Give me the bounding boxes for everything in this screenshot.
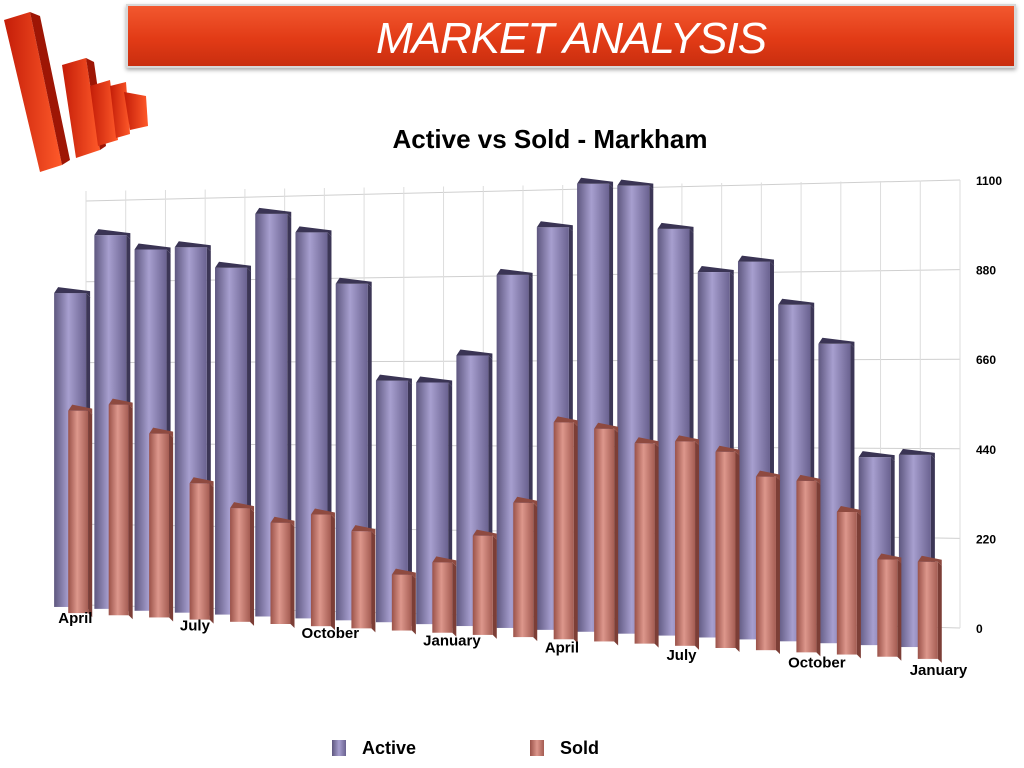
sold-bar <box>513 496 538 642</box>
x-tick-label: January <box>910 662 968 679</box>
chart-title: Active vs Sold - Markham <box>392 124 708 154</box>
sold-bar <box>715 445 740 652</box>
sold-bar <box>351 525 376 633</box>
banner-title: MARKET ANALYSIS <box>375 14 767 63</box>
sold-bar <box>675 435 700 650</box>
sold-bar <box>836 505 861 659</box>
y-tick-label: 880 <box>976 264 996 278</box>
bars <box>54 177 942 663</box>
sold-bar <box>553 416 578 644</box>
y-tick-label: 220 <box>976 532 996 546</box>
sold-bar <box>877 553 902 661</box>
y-tick-label: 1100 <box>976 174 1002 188</box>
legend-swatch-active <box>332 740 346 756</box>
legend-label-active: Active <box>362 738 417 758</box>
y-tick-label: 660 <box>976 353 996 367</box>
x-tick-label: January <box>423 632 481 649</box>
x-tick-label: April <box>58 610 92 627</box>
x-tick-label: October <box>788 654 846 671</box>
sold-bar <box>68 404 93 618</box>
x-tick-label: April <box>545 640 579 657</box>
sold-bar <box>917 555 942 663</box>
bar-chart-logo-icon <box>4 12 148 172</box>
sold-bar <box>230 502 255 626</box>
x-tick-label: July <box>666 647 697 664</box>
sold-bar <box>149 427 174 622</box>
y-tick-label: 440 <box>976 443 996 457</box>
sold-bar <box>594 422 619 646</box>
legend-swatch-sold <box>530 740 544 756</box>
sold-bar <box>270 516 295 628</box>
sold-bar <box>432 556 457 637</box>
axis-labels: 0 220 440 660 880 1100 April July October January… <box>58 174 1002 679</box>
sold-bar <box>634 437 659 648</box>
sold-bar <box>796 474 821 657</box>
sold-bar <box>755 470 780 655</box>
sold-bar <box>189 477 214 624</box>
sold-bar <box>391 568 416 635</box>
legend-label-sold: Sold <box>560 738 599 758</box>
sold-bar <box>108 398 133 620</box>
y-tick-label: 0 <box>976 622 983 636</box>
x-tick-label: October <box>302 625 360 642</box>
x-tick-label: July <box>180 618 211 635</box>
sold-bar <box>310 508 335 631</box>
title-banner: MARKET ANALYSIS <box>126 4 1016 68</box>
sold-bar <box>472 529 497 639</box>
